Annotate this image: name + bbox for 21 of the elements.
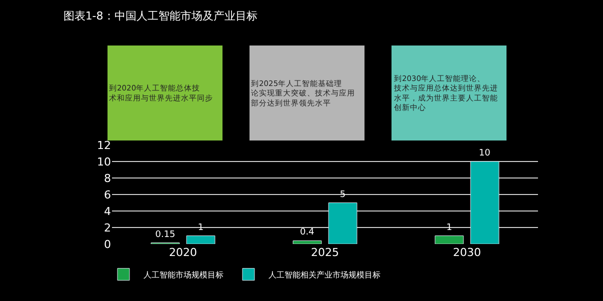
y-tick-label: 6 [104,188,111,202]
legend-label: 人工智能市场规模目标 [143,270,224,280]
y-tick-label: 0 [104,238,111,251]
y-tick-label: 12 [97,138,111,152]
bar [292,240,322,244]
data-label: 0.15 [155,230,176,240]
bar [328,202,358,244]
x-tick-label: 2025 [311,246,339,259]
bar [470,161,500,244]
x-tick-label: 2020 [169,246,197,259]
bar [186,236,216,244]
y-tick-label: 4 [104,204,111,218]
y-tick-label: 2 [104,221,111,234]
chart-title: 图表1-8：中国人工智能市场及产业目标 [63,10,258,23]
y-tick-label: 8 [104,172,111,185]
data-label: 10 [478,148,491,158]
y-tick-label: 10 [97,155,111,168]
bar [434,236,464,244]
data-label: 0.4 [300,228,315,238]
legend-label: 人工智能相关产业市场规模目标 [268,270,380,280]
x-tick-label: 2030 [453,246,481,259]
